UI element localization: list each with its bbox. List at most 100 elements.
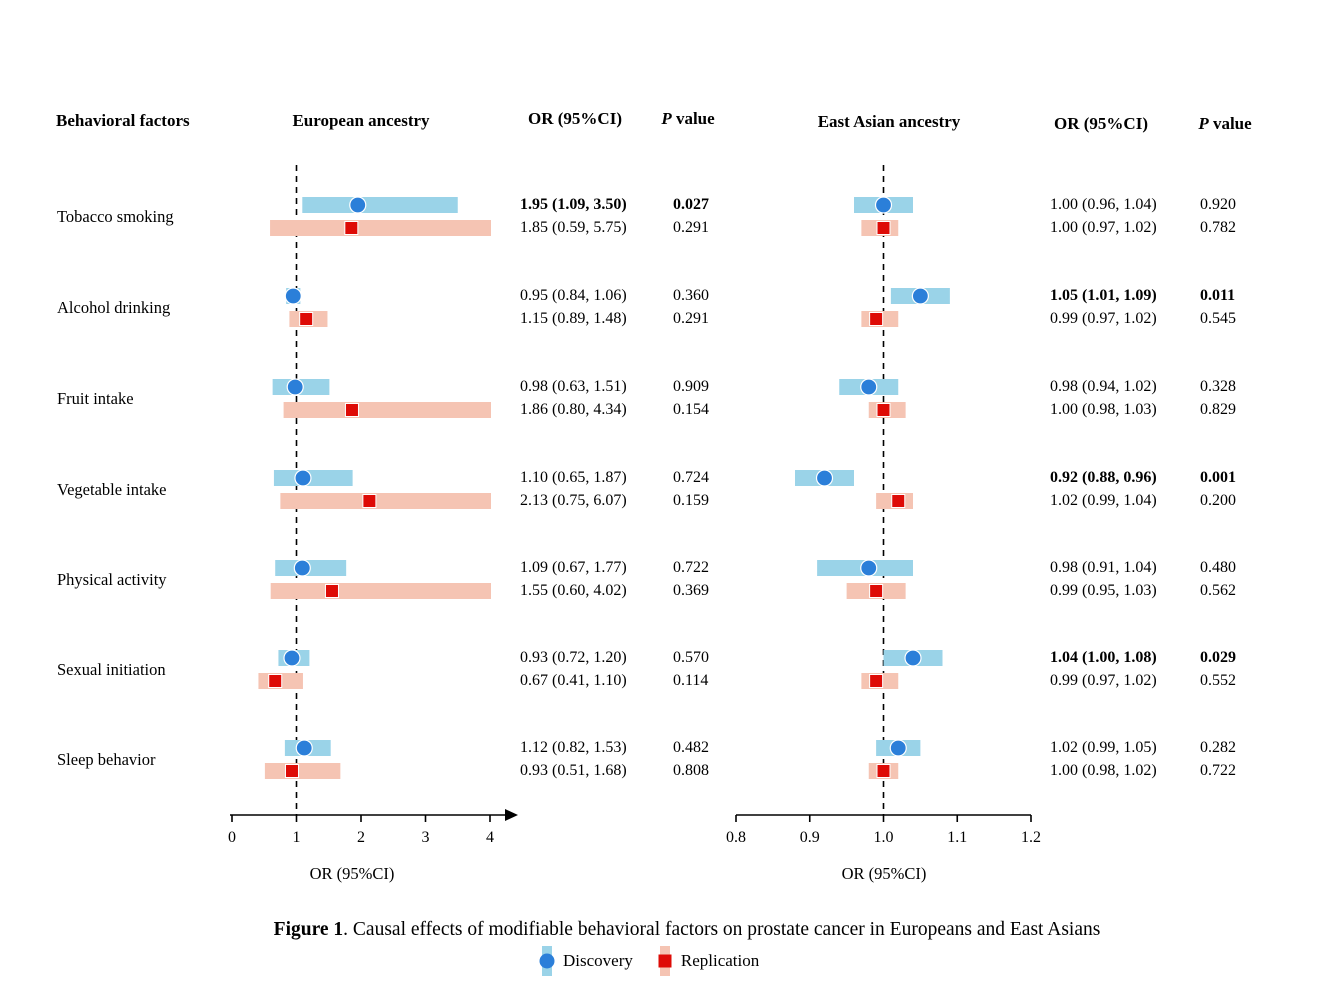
p-value: 0.909 — [673, 378, 709, 395]
replication-point — [876, 221, 891, 235]
discovery-point — [860, 378, 878, 396]
or-ci-value: 0.98 (0.63, 1.51) — [520, 378, 627, 395]
discovery-point — [294, 469, 312, 487]
or-ci-value: 0.92 (0.88, 0.96) — [1050, 469, 1157, 486]
figure-caption-number: Figure 1 — [273, 919, 344, 940]
p-value: 0.011 — [1200, 287, 1236, 304]
replication-point — [344, 221, 359, 235]
p-value: 0.562 — [1200, 582, 1236, 599]
discovery-swatch — [539, 946, 555, 976]
or-ci-value: 0.99 (0.97, 1.02) — [1050, 310, 1157, 327]
p-value: 0.027 — [673, 196, 709, 213]
replication-point — [876, 403, 891, 417]
p-value: 0.545 — [1200, 310, 1236, 327]
discovery-point — [284, 287, 302, 305]
replication-point — [869, 674, 884, 688]
replication-ci-bar — [270, 583, 491, 599]
legend-item-discovery: Discovery — [539, 946, 633, 976]
p-rest: value — [1208, 114, 1252, 133]
or-ci-value: 0.93 (0.72, 1.20) — [520, 649, 627, 666]
p-value: 0.829 — [1200, 401, 1236, 418]
p-value: 0.282 — [1200, 739, 1236, 756]
replication-point — [284, 764, 299, 778]
replication-swatch — [658, 946, 672, 976]
or-ci-value: 1.09 (0.67, 1.77) — [520, 559, 627, 576]
or-ci-value: 0.98 (0.91, 1.04) — [1050, 559, 1157, 576]
replication-ci-bar — [264, 763, 341, 779]
p-rest: value — [671, 109, 715, 128]
replication-point — [362, 494, 377, 508]
or-ci-value: 1.12 (0.82, 1.53) — [520, 739, 627, 756]
or-ci-value: 1.10 (0.65, 1.87) — [520, 469, 627, 486]
p-value: 0.808 — [673, 762, 709, 779]
legend-item-replication: Replication — [658, 946, 760, 976]
or-ci-value: 1.00 (0.98, 1.02) — [1050, 762, 1157, 779]
replication-ci-bar — [270, 220, 491, 236]
x-axis-tick-label: 0 — [228, 829, 236, 846]
p-value: 0.570 — [673, 649, 709, 666]
p-value: 0.029 — [1200, 649, 1236, 666]
col-header-or-left: OR (95%CI) — [528, 109, 622, 128]
or-ci-value: 0.93 (0.51, 1.68) — [520, 762, 627, 779]
figure-caption-text: . Causal effects of modifiable behaviora… — [343, 919, 1101, 940]
col-header-or-right: OR (95%CI) — [1054, 114, 1148, 133]
p-value: 0.552 — [1200, 672, 1236, 689]
replication-point — [891, 494, 906, 508]
x-axis-tick-label: 4 — [486, 829, 494, 846]
discovery-point — [295, 739, 313, 757]
replication-point — [344, 403, 359, 417]
p-value: 0.291 — [673, 219, 709, 236]
x-axis-tick-label: 2 — [357, 829, 365, 846]
discovery-point — [293, 559, 311, 577]
factor-label: Fruit intake — [57, 388, 134, 408]
x-axis-title-left: OR (95%CI) — [309, 864, 395, 883]
or-ci-value: 0.67 (0.41, 1.10) — [520, 672, 627, 689]
or-ci-value: 0.99 (0.97, 1.02) — [1050, 672, 1157, 689]
discovery-circle-icon — [539, 953, 555, 969]
p-italic: P — [1198, 114, 1209, 133]
discovery-point — [283, 649, 301, 667]
col-header-european-ancestry: European ancestry — [292, 111, 430, 130]
legend-label-discovery: Discovery — [563, 951, 633, 970]
x-axis-tick-label: 1 — [293, 829, 301, 846]
discovery-point — [815, 469, 834, 487]
p-italic: P — [661, 109, 672, 128]
col-header-pvalue-left: P value — [661, 110, 714, 127]
col-header-east-asian-ancestry: East Asian ancestry — [817, 112, 961, 131]
legend-label-replication: Replication — [680, 951, 760, 970]
x-axis-title-right: OR (95%CI) — [841, 864, 927, 883]
replication-point — [869, 584, 884, 598]
discovery-point — [349, 196, 367, 214]
discovery-point — [286, 378, 304, 396]
discovery-point — [911, 287, 929, 305]
p-value: 0.782 — [1200, 219, 1236, 236]
discovery-ci-bar — [302, 197, 458, 213]
discovery-point — [889, 739, 907, 757]
discovery-ci-bar — [273, 470, 353, 486]
x-axis-arrow-icon — [505, 809, 518, 821]
or-ci-value: 1.02 (0.99, 1.05) — [1050, 739, 1157, 756]
replication-ci-bar — [280, 493, 491, 509]
or-ci-value: 1.55 (0.60, 4.02) — [520, 582, 627, 599]
x-axis-tick-label: 1.1 — [947, 829, 967, 846]
replication-point — [876, 764, 891, 778]
or-ci-value: 1.02 (0.99, 1.04) — [1050, 492, 1157, 509]
plot-legend: Discovery Replication — [539, 946, 760, 976]
x-axis-tick-label: 0.9 — [800, 829, 820, 846]
p-value: 0.482 — [673, 739, 709, 756]
p-value: 0.200 — [1200, 492, 1236, 509]
or-ci-value: 1.95 (1.09, 3.50) — [520, 196, 627, 213]
factor-label: Sexual initiation — [57, 659, 166, 679]
replication-point — [324, 584, 339, 598]
figure-caption: Figure 1. Causal effects of modifiable b… — [274, 920, 1101, 940]
discovery-point — [874, 196, 893, 214]
p-value: 0.920 — [1200, 196, 1236, 213]
replication-ci-bar — [283, 402, 491, 418]
p-value: 0.480 — [1200, 559, 1236, 576]
or-ci-value: 1.00 (0.98, 1.03) — [1050, 401, 1157, 418]
p-value: 0.114 — [673, 672, 709, 689]
p-value: 0.360 — [673, 287, 709, 304]
or-ci-value: 1.05 (1.01, 1.09) — [1050, 287, 1157, 304]
